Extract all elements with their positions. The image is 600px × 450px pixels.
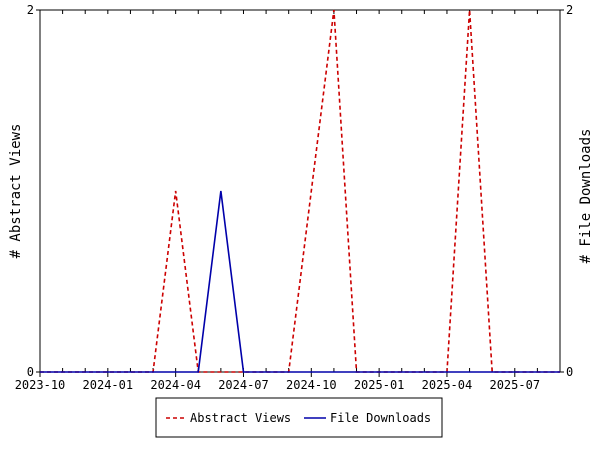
- plot-area: [39, 9, 561, 373]
- x-tick-label: 2025-04: [422, 378, 473, 392]
- legend-label-abstract-views: Abstract Views: [190, 411, 291, 425]
- series-line-file-downloads: [40, 190, 560, 373]
- x-tick-label: 2025-01: [354, 378, 405, 392]
- y-right-tick-label: 0: [566, 365, 573, 379]
- legend-box: [155, 397, 443, 438]
- x-tick-label: 2024-10: [286, 378, 337, 392]
- legend-label-file-downloads: File Downloads: [330, 411, 431, 425]
- ticks-layer: 2023-10 2024-01 2024-04 2024-07 2024-10 2025-…: [15, 3, 574, 392]
- series-layer: [40, 9, 560, 373]
- y-left-tick-label: 0: [27, 365, 34, 379]
- y-left-tick-label: 2: [27, 3, 34, 17]
- y-right-tick-label: 2: [566, 3, 573, 17]
- x-tick-label: 2024-01: [83, 378, 134, 392]
- x-tick-label: 2024-04: [150, 378, 201, 392]
- y-right-label: # File Downloads: [578, 129, 594, 264]
- x-tick-label: 2023-10: [15, 378, 66, 392]
- legend: Abstract Views File Downloads: [155, 397, 443, 438]
- y-left-label: # Abstract Views: [8, 124, 24, 259]
- x-tick-label: 2024-07: [218, 378, 269, 392]
- x-tick-label: 2025-07: [489, 378, 540, 392]
